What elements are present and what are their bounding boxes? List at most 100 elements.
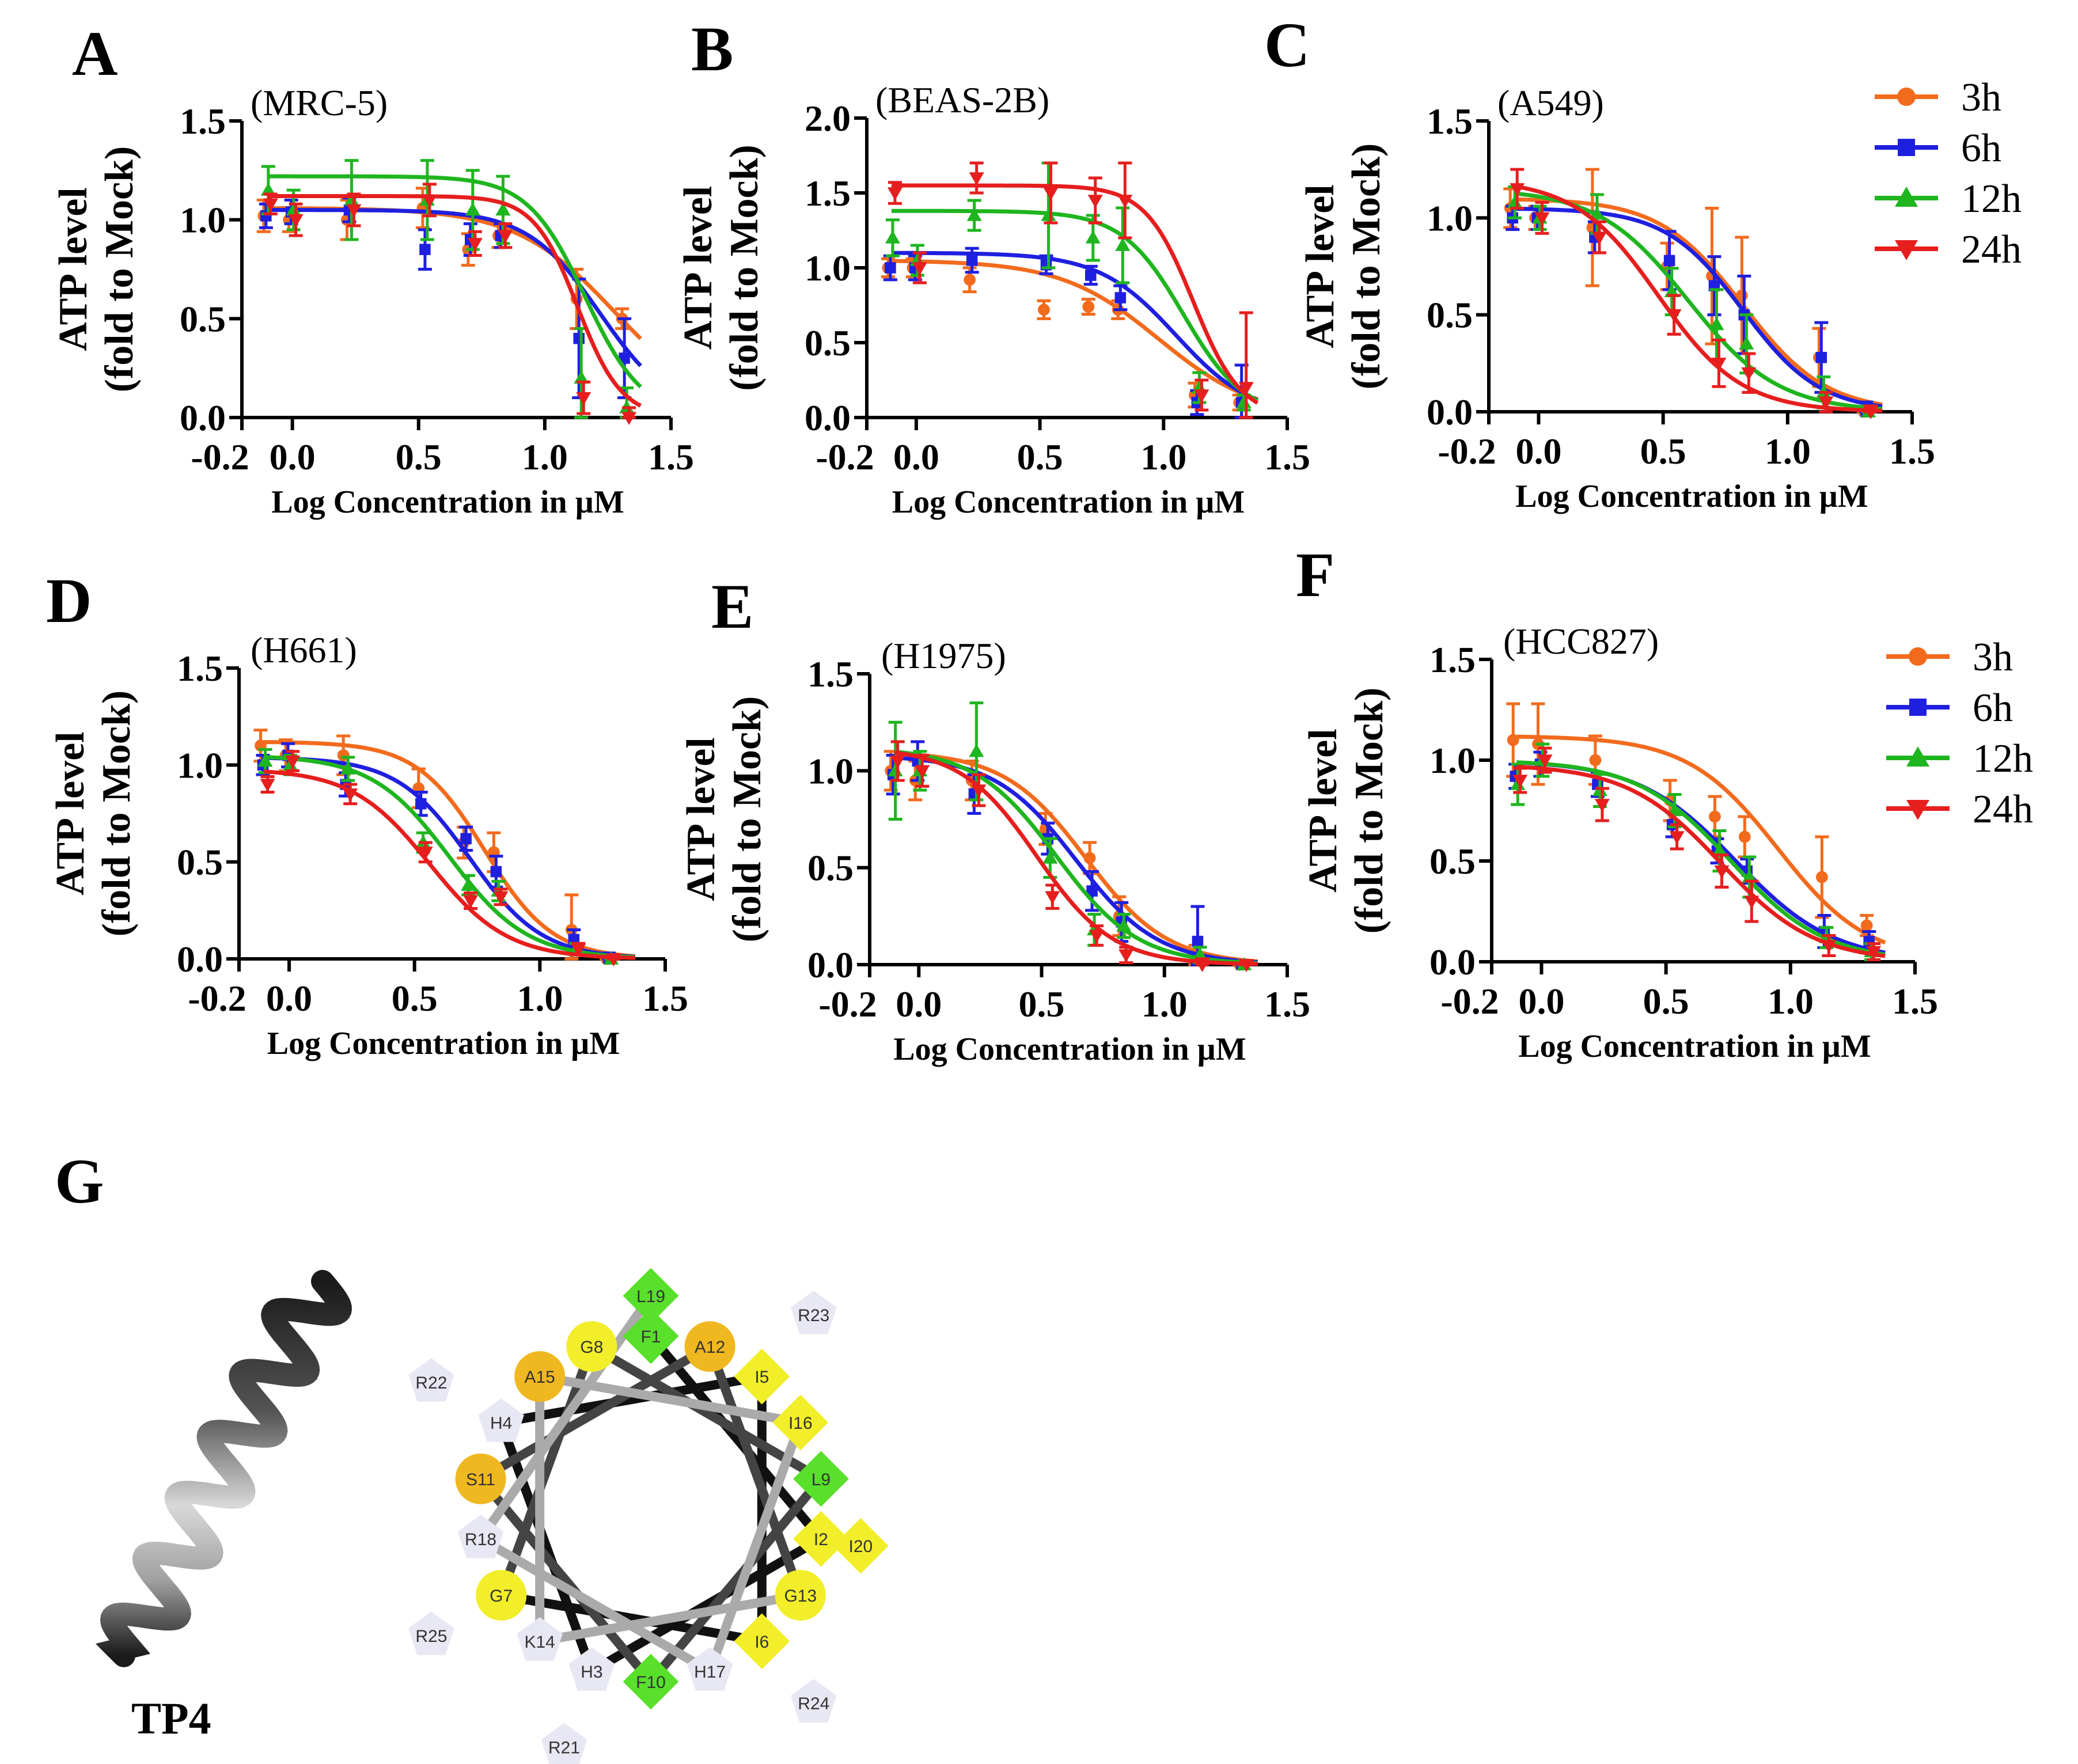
y-tick-label: 0.0 bbox=[1429, 942, 1476, 982]
fit-curve bbox=[267, 174, 642, 389]
data-point bbox=[1086, 885, 1098, 897]
wheel-bond bbox=[476, 1534, 715, 1676]
residue-label: H3 bbox=[581, 1663, 602, 1682]
residue-marker bbox=[791, 1291, 837, 1334]
x-tick-label: 0.0 bbox=[1515, 431, 1561, 472]
data-point bbox=[971, 784, 987, 798]
data-point bbox=[461, 878, 476, 891]
data-point bbox=[887, 187, 903, 200]
residue-label: H17 bbox=[694, 1663, 726, 1682]
x-tick-label: 1.0 bbox=[517, 978, 563, 1019]
residue-label: L19 bbox=[636, 1287, 665, 1306]
residue-label: I16 bbox=[788, 1414, 813, 1433]
data-point bbox=[1192, 935, 1204, 947]
residue-label: R21 bbox=[548, 1738, 580, 1757]
data-point bbox=[415, 798, 427, 810]
data-point bbox=[340, 761, 356, 775]
data-point bbox=[890, 755, 905, 769]
x-tick-label: 1.5 bbox=[1264, 984, 1310, 1025]
data-point bbox=[966, 255, 978, 266]
panel-g-letter: G bbox=[55, 1146, 104, 1216]
data-point bbox=[969, 172, 984, 185]
legend-marker bbox=[1895, 187, 1918, 207]
data-point bbox=[463, 895, 479, 908]
panel-letter: E bbox=[711, 571, 753, 642]
data-point bbox=[418, 847, 433, 860]
data-point bbox=[912, 262, 927, 275]
data-point bbox=[1709, 317, 1724, 331]
data-point bbox=[465, 202, 480, 216]
series-24h bbox=[890, 740, 1258, 972]
peptide-label: TP4 bbox=[131, 1693, 211, 1743]
wheel-bond bbox=[476, 1291, 655, 1544]
legend-marker bbox=[1906, 800, 1929, 820]
data-point bbox=[1711, 358, 1727, 371]
wheel-bond bbox=[496, 1342, 597, 1600]
data-point bbox=[573, 332, 585, 344]
y-tick-label: 0.5 bbox=[807, 848, 854, 889]
data-point bbox=[1589, 206, 1605, 220]
data-point bbox=[1818, 396, 1834, 410]
chart-title: (H661) bbox=[251, 629, 357, 670]
y-tick-label: 0.5 bbox=[177, 842, 223, 883]
x-tick-label: -0.2 bbox=[816, 437, 874, 477]
data-point bbox=[1738, 830, 1751, 843]
data-point bbox=[1863, 406, 1879, 419]
residue-marker bbox=[623, 1653, 679, 1710]
residue-marker bbox=[408, 1611, 454, 1655]
data-point bbox=[1117, 195, 1133, 208]
residue-marker bbox=[734, 1613, 790, 1670]
residue-marker bbox=[772, 1394, 829, 1451]
legend-label: 3h bbox=[1973, 635, 2013, 680]
data-point bbox=[495, 202, 511, 216]
y-tick-label: 1.0 bbox=[1429, 740, 1476, 781]
residue-marker bbox=[793, 1451, 849, 1507]
residue-label: A12 bbox=[695, 1338, 725, 1357]
x-axis-label: Log Concentration in µM bbox=[892, 484, 1245, 520]
data-point bbox=[1669, 831, 1685, 844]
wheel-bond bbox=[646, 1474, 826, 1686]
data-point bbox=[1664, 284, 1679, 298]
data-point bbox=[1709, 810, 1721, 823]
data-point bbox=[621, 412, 637, 425]
data-point bbox=[1589, 754, 1602, 767]
residue-label: G8 bbox=[580, 1338, 603, 1357]
data-point bbox=[498, 230, 513, 244]
residue-label: I2 bbox=[814, 1530, 828, 1549]
fit-curve bbox=[891, 208, 1259, 403]
data-point bbox=[1043, 187, 1059, 200]
data-point bbox=[1089, 930, 1105, 943]
wheel-bond bbox=[476, 1474, 655, 1686]
data-point bbox=[1591, 232, 1607, 245]
legend-marker bbox=[1898, 139, 1915, 156]
legend-marker bbox=[1906, 746, 1929, 767]
data-point bbox=[285, 755, 301, 769]
data-point bbox=[1512, 775, 1528, 788]
data-point bbox=[1194, 389, 1209, 403]
y-tick-label: 0.0 bbox=[177, 939, 223, 980]
x-tick-label: 1.5 bbox=[1892, 981, 1938, 1022]
data-point bbox=[915, 765, 930, 779]
y-axis-label-2: (fold to Mock) bbox=[97, 146, 142, 393]
residue-marker bbox=[684, 1321, 735, 1372]
data-point bbox=[606, 953, 621, 966]
y-axis-label-2: (fold to Mock) bbox=[722, 145, 767, 391]
fit-curve bbox=[891, 183, 1259, 405]
legend-label: 12h bbox=[1961, 177, 2022, 221]
residue-marker bbox=[517, 1617, 563, 1661]
data-point bbox=[1714, 865, 1730, 879]
data-point bbox=[343, 788, 358, 802]
y-tick-label: 0.5 bbox=[180, 298, 226, 339]
y-tick-label: 1.0 bbox=[807, 750, 854, 791]
fit-curve bbox=[1516, 734, 1886, 944]
y-tick-label: 2.0 bbox=[805, 98, 851, 139]
wheel-bond bbox=[705, 1418, 805, 1676]
helix-ribbon bbox=[95, 1270, 352, 1667]
legend-marker bbox=[1909, 699, 1927, 716]
y-tick-label: 0.0 bbox=[807, 944, 854, 985]
y-tick-label: 0.5 bbox=[805, 323, 851, 363]
